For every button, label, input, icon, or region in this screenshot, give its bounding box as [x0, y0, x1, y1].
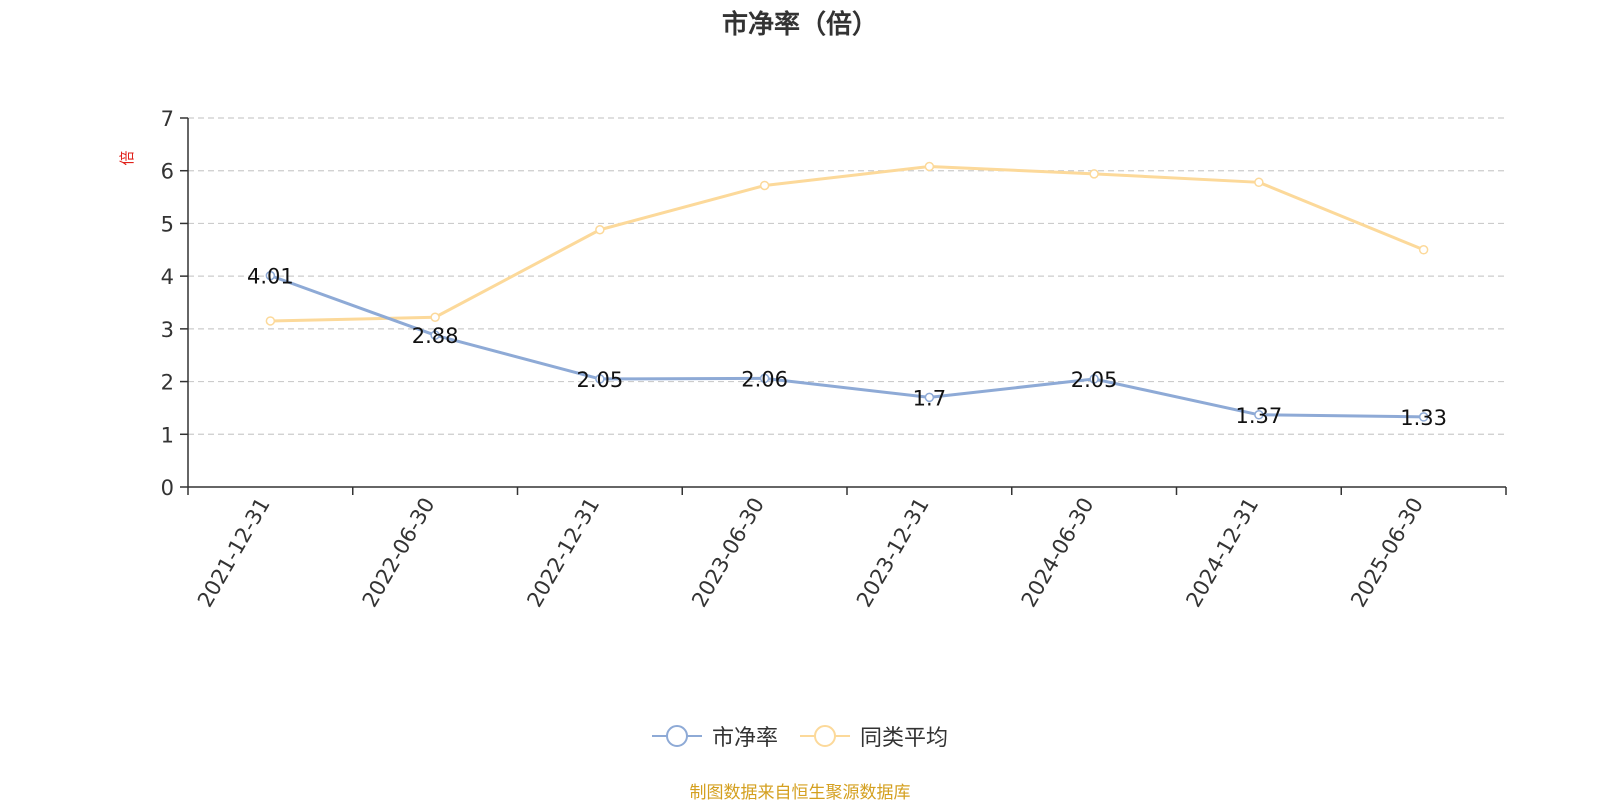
series-1-point-6 — [1254, 177, 1264, 188]
source-note: 制图数据来自恒生聚源数据库 — [689, 783, 911, 803]
series-0-point-4 — [924, 392, 935, 403]
y-tick-label-6: 6 — [161, 160, 174, 184]
data-label-7: 1.33 — [1400, 406, 1447, 430]
x-tick-label-4: 2023-12-31 — [852, 494, 934, 612]
y-tick-label-4: 4 — [161, 265, 174, 289]
series-0-point-2 — [595, 374, 605, 384]
y-tick-label-2: 2 — [161, 371, 174, 395]
chart-title: 市净率（倍） — [721, 10, 878, 40]
series-1-point-4 — [924, 161, 935, 172]
data-label-6: 1.37 — [1235, 404, 1282, 428]
series-0-point-5 — [1089, 374, 1099, 384]
y-axis-unit-label: 倍 — [118, 150, 136, 165]
x-tick-label-2: 2022-12-31 — [522, 494, 604, 612]
series-0-point-6 — [1254, 410, 1264, 420]
series-line-0 — [269, 274, 1424, 419]
label-layer: 4.01 2.88 2.05 2.06 1.7 2.05 1.37 1.33 — [247, 265, 1447, 430]
series-1-point-2 — [595, 225, 605, 235]
legend-label-avg: 同类平均 — [860, 726, 949, 751]
series-layer — [265, 161, 1429, 422]
series-0-point-7 — [1418, 412, 1429, 422]
y-tick-label-0: 0 — [161, 476, 174, 500]
series-1-point-5 — [1089, 169, 1099, 179]
series-0-point-3 — [759, 373, 770, 384]
legend-marker-avg — [800, 725, 850, 747]
x-tick-label-7: 2025-06-30 — [1346, 494, 1428, 612]
y-tick-label-5: 5 — [161, 212, 174, 236]
y-tick-label-3: 3 — [161, 318, 174, 342]
x-tick-label-3: 2023-06-30 — [687, 494, 769, 612]
legend-item-avg[interactable]: 同类平均 — [800, 720, 948, 752]
series-0-point-0 — [265, 270, 276, 281]
series-1-point-3 — [759, 180, 770, 191]
legend-item-pb[interactable]: 市净率 — [651, 720, 778, 752]
x-tick-label-6: 2024-12-31 — [1181, 494, 1263, 612]
x-tick-label-5: 2024-06-30 — [1017, 494, 1099, 612]
series-line-1 — [270, 164, 1425, 323]
series-1-point-7 — [1418, 245, 1429, 255]
x-tick-label-0: 2021-12-31 — [193, 494, 275, 612]
x-tick-label-1: 2022-06-30 — [358, 494, 440, 612]
data-label-2: 2.05 — [576, 368, 623, 392]
legend-marker-pb — [651, 725, 702, 747]
data-label-3: 2.06 — [741, 367, 788, 391]
y-tick-label-1: 1 — [161, 423, 174, 447]
legend-label-pb: 市净率 — [711, 726, 778, 751]
data-label-1: 2.88 — [412, 324, 459, 348]
data-label-5: 2.05 — [1071, 368, 1118, 392]
series-0-point-1 — [430, 330, 440, 340]
series-1-point-0 — [265, 316, 276, 326]
legend: 市净率 同类平均 — [0, 720, 1600, 752]
y-tick-label-7: 7 — [161, 107, 174, 131]
data-label-0: 4.01 — [247, 265, 294, 289]
data-label-4: 1.7 — [913, 386, 946, 410]
axis-layer: 0 1 2 3 4 5 6 7 倍 2021-12-31 2022-06-30 2022-12-31 2… — [118, 107, 1507, 612]
series-1-point-1 — [430, 312, 440, 323]
